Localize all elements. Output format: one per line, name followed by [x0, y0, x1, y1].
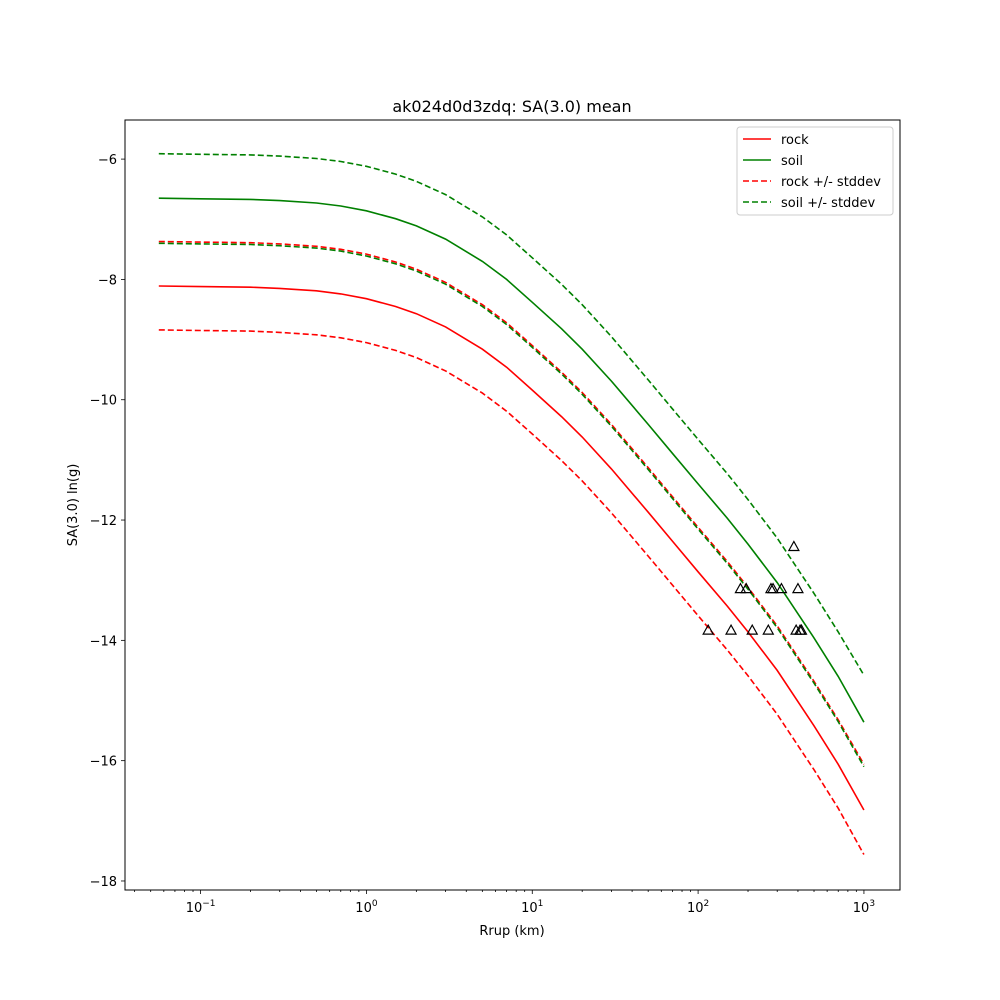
y-tick-label: −16 — [90, 755, 117, 770]
series-layer — [158, 152, 865, 855]
plot-frame — [124, 119, 901, 891]
legend: rock soil rock +/- stddev soil +/- stddev — [736, 126, 894, 216]
observation-marker — [762, 623, 775, 635]
y-tick-label: −6 — [98, 153, 117, 168]
y-axis-label: SA(3.0) ln(g) — [66, 464, 81, 547]
observation-marker — [734, 582, 747, 594]
y-tick-label: −12 — [90, 514, 117, 529]
legend-label: rock — [781, 133, 809, 148]
x-tick-label: 101 — [521, 899, 543, 916]
y-tick-label: −8 — [98, 273, 117, 288]
series-line-3 — [158, 329, 865, 855]
observation-marker — [767, 582, 780, 594]
x-axis-label: Rrup (km) — [479, 924, 544, 939]
y-tick-label: −10 — [90, 394, 117, 409]
observation-marker — [775, 582, 788, 594]
x-tick-label: 103 — [853, 899, 875, 916]
observation-marker — [787, 540, 800, 552]
y-tick-label: −18 — [90, 875, 117, 890]
series-line-4 — [158, 152, 865, 676]
series-line-1 — [158, 197, 865, 723]
x-tick-label: 102 — [687, 899, 709, 916]
y-axis-ticks: −6 −8 −10 −12 −14 −16 −18 — [90, 153, 125, 890]
observation-markers — [702, 540, 808, 635]
x-axis-ticks: 10−1 100 101 102 103 — [134, 890, 875, 916]
y-tick-label: −14 — [90, 634, 117, 649]
x-tick-label: 10−1 — [186, 899, 216, 916]
observation-marker — [746, 623, 759, 635]
observation-marker — [702, 623, 715, 635]
observation-marker — [740, 582, 753, 594]
observation-marker — [791, 582, 804, 594]
series-line-2 — [158, 240, 865, 765]
observation-marker — [725, 623, 738, 635]
legend-box — [736, 126, 894, 216]
legend-label: soil — [781, 154, 803, 169]
legend-label: rock +/- stddev — [781, 175, 881, 190]
legend-label: soil +/- stddev — [781, 196, 876, 211]
x-tick-label: 100 — [355, 899, 378, 916]
observation-marker — [795, 623, 808, 635]
series-line-0 — [158, 285, 865, 811]
chart-title: ak024d0d3zdq: SA(3.0) mean — [392, 97, 631, 116]
series-line-5 — [158, 242, 865, 768]
